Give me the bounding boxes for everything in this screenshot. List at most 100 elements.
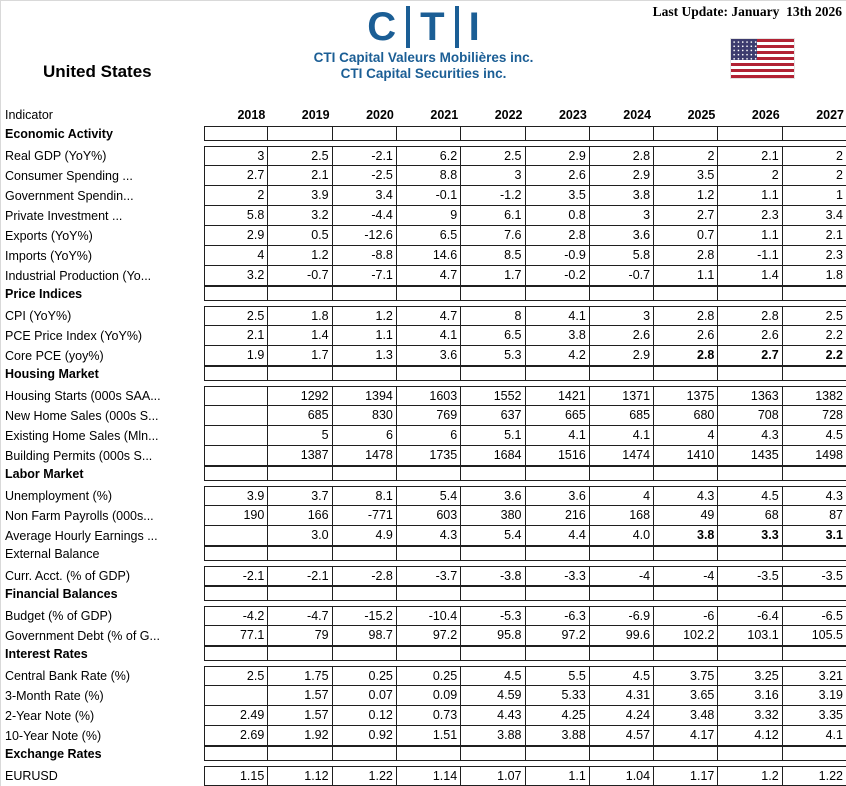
empty-cell — [204, 126, 269, 141]
value-cell: 4.24 — [589, 706, 655, 726]
value-cell: 5.8 — [589, 246, 655, 266]
empty-cell — [268, 466, 333, 481]
value-cell: 0.7 — [654, 226, 719, 246]
value-cell: -5.3 — [461, 606, 526, 626]
value-cell: 4.1 — [589, 426, 655, 446]
value-cell: 1.1 — [718, 186, 783, 206]
empty-cell — [268, 746, 333, 761]
value-cell: 216 — [525, 506, 590, 526]
value-cell: 6.2 — [396, 146, 462, 166]
value-cell: 87 — [782, 506, 846, 526]
value-cell: 1.92 — [268, 726, 333, 746]
value-cell: -0.7 — [589, 266, 655, 286]
empty-cell — [782, 646, 846, 661]
empty-cell — [204, 586, 269, 601]
value-cell: 4.43 — [461, 706, 526, 726]
value-cell: 1.1 — [654, 266, 719, 286]
value-cell: 2.1 — [268, 166, 333, 186]
value-cell: 2.9 — [204, 226, 269, 246]
row-label: Industrial Production (Yo... — [5, 269, 152, 283]
year-header-cell: 2027 — [816, 108, 844, 122]
value-cell: 3.6 — [589, 226, 655, 246]
value-cell: 4 — [204, 246, 269, 266]
empty-cell — [396, 586, 462, 601]
table-row: Non Farm Payrolls (000s... 190 166 -771 603 3… — [1, 506, 846, 526]
value-cell: -4 — [589, 566, 655, 586]
value-cell: 1.14 — [396, 766, 462, 786]
section-row: Housing Market — [1, 366, 846, 381]
value-cell: -0.1 — [396, 186, 462, 206]
empty-cell — [204, 746, 269, 761]
table-row: Private Investment ... 5.8 3.2 -4.4 9 6.1 0.8 3… — [1, 206, 846, 226]
value-cell: 0.09 — [396, 686, 462, 706]
empty-cell — [654, 746, 719, 761]
empty-cell — [396, 366, 462, 381]
value-cell: 380 — [461, 506, 526, 526]
row-label: Consumer Spending ... — [5, 169, 133, 183]
table-row: 2-Year Note (%) 2.49 1.57 0.12 0.73 4.43 4.25 4… — [1, 706, 846, 726]
table-row: Housing Starts (000s SAA... 1292 1394 1603 1… — [1, 386, 846, 406]
value-cell: 1.51 — [396, 726, 462, 746]
section-row: Interest Rates — [1, 646, 846, 661]
empty-cell — [589, 366, 655, 381]
empty-cell — [718, 466, 783, 481]
value-cell: 4.17 — [654, 726, 719, 746]
empty-cell — [204, 366, 269, 381]
value-cell: 1.4 — [718, 266, 783, 286]
year-header-cell: 2021 — [430, 108, 459, 122]
table-row: CPI (YoY%) 2.5 1.8 1.2 4.7 8 4.1 3 2.8 2.8 2.5 — [1, 306, 846, 326]
empty-cell — [461, 286, 526, 301]
value-cell: -1.2 — [461, 186, 526, 206]
table-row: New Home Sales (000s S... 685 830 769 637 665… — [1, 406, 846, 426]
empty-cell — [782, 586, 846, 601]
empty-cell — [396, 646, 462, 661]
section-row: External Balance — [1, 546, 846, 561]
empty-cell — [525, 546, 590, 561]
value-cell: 2.6 — [525, 166, 590, 186]
value-cell: 2.8 — [718, 306, 783, 326]
value-cell: 1.4 — [268, 326, 333, 346]
value-cell: 0.5 — [268, 226, 333, 246]
row-label: PCE Price Index (YoY%) — [5, 329, 143, 343]
logo-divider-bar — [406, 6, 411, 48]
value-cell: 2.6 — [589, 326, 655, 346]
row-label: Unemployment (%) — [5, 489, 112, 503]
value-cell: 1.07 — [461, 766, 526, 786]
row-label: Private Investment ... — [5, 209, 123, 223]
value-cell: 8.1 — [332, 486, 397, 506]
value-cell: 4.1 — [396, 326, 462, 346]
empty-cell — [268, 126, 333, 141]
value-cell: 1552 — [461, 386, 526, 406]
value-cell: 1.15 — [204, 766, 269, 786]
value-cell: 3.35 — [782, 706, 846, 726]
section-title: External Balance — [5, 547, 100, 561]
value-cell: 5.3 — [461, 346, 526, 366]
value-cell: 1.9 — [204, 346, 269, 366]
empty-cell — [268, 366, 333, 381]
empty-cell — [204, 466, 269, 481]
value-cell: 105.5 — [782, 626, 846, 646]
value-cell: 4.12 — [718, 726, 783, 746]
empty-cell — [461, 586, 526, 601]
value-cell: -4.2 — [204, 606, 269, 626]
value-cell: 1.2 — [654, 186, 719, 206]
value-cell: 4.7 — [396, 266, 462, 286]
value-cell: 769 — [396, 406, 462, 426]
value-cell: 3.8 — [589, 186, 655, 206]
empty-cell — [654, 126, 719, 141]
empty-cell — [204, 646, 269, 661]
empty-cell — [718, 366, 783, 381]
value-cell: 3.25 — [718, 666, 783, 686]
value-cell: 5.5 — [525, 666, 590, 686]
value-cell: 2 — [718, 166, 783, 186]
value-cell: 2.8 — [525, 226, 590, 246]
empty-cell — [654, 366, 719, 381]
year-header-cell: 2023 — [558, 108, 587, 122]
value-cell: 3.4 — [332, 186, 397, 206]
empty-cell — [332, 466, 397, 481]
value-cell: 1394 — [332, 386, 397, 406]
empty-cell — [718, 746, 783, 761]
value-cell: 2.8 — [654, 306, 719, 326]
empty-cell — [332, 646, 397, 661]
empty-cell — [396, 746, 462, 761]
